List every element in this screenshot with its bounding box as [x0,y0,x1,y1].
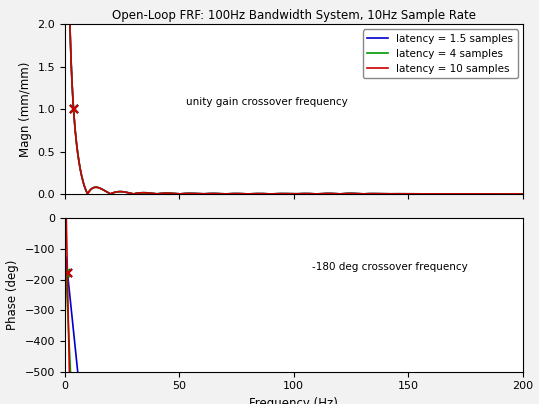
latency = 4 samples [510,191,517,196]
latency = 10 samples [63,191,69,196]
latency = 1.5 samples [461,191,468,196]
Line: latency = 10 samples: latency = 10 samples [66,193,523,404]
X-axis label: Frequency (Hz): Frequency (Hz) [250,397,338,404]
latency = 1.5 samples [115,189,121,194]
latency = 1.5 samples [238,191,244,196]
latency = 4 samples [115,189,121,194]
latency = 10 samples [520,191,526,196]
latency = 4 samples [461,191,468,196]
Y-axis label: Phase (deg): Phase (deg) [6,260,19,330]
latency = 1.5 samples [63,255,69,259]
Line: latency = 1.5 samples: latency = 1.5 samples [66,257,523,404]
latency = 10 samples [461,191,468,196]
Line: latency = 4 samples: latency = 4 samples [66,0,523,194]
latency = 4 samples [258,191,264,196]
Line: latency = 4 samples: latency = 4 samples [66,271,523,404]
Text: -180 deg crossover frequency: -180 deg crossover frequency [312,262,468,272]
latency = 10 samples [238,191,244,196]
Line: latency = 1.5 samples: latency = 1.5 samples [66,0,523,194]
latency = 4 samples [63,268,69,273]
latency = 10 samples [510,191,517,196]
Y-axis label: Magn (mm/mm): Magn (mm/mm) [19,61,32,157]
Title: Open-Loop FRF: 100Hz Bandwidth System, 10Hz Sample Rate: Open-Loop FRF: 100Hz Bandwidth System, 1… [112,8,476,22]
latency = 10 samples [258,191,264,196]
Legend: latency = 1.5 samples, latency = 4 samples, latency = 10 samples: latency = 1.5 samples, latency = 4 sampl… [363,29,517,78]
latency = 10 samples [115,189,121,194]
latency = 10 samples [142,190,148,195]
latency = 4 samples [238,191,244,196]
latency = 1.5 samples [520,191,526,196]
Text: unity gain crossover frequency: unity gain crossover frequency [186,97,348,107]
latency = 1.5 samples [142,190,148,195]
latency = 4 samples [142,190,148,195]
latency = 4 samples [520,191,526,196]
latency = 1.5 samples [510,191,517,196]
Line: latency = 10 samples: latency = 10 samples [66,0,523,194]
latency = 1.5 samples [258,191,264,196]
